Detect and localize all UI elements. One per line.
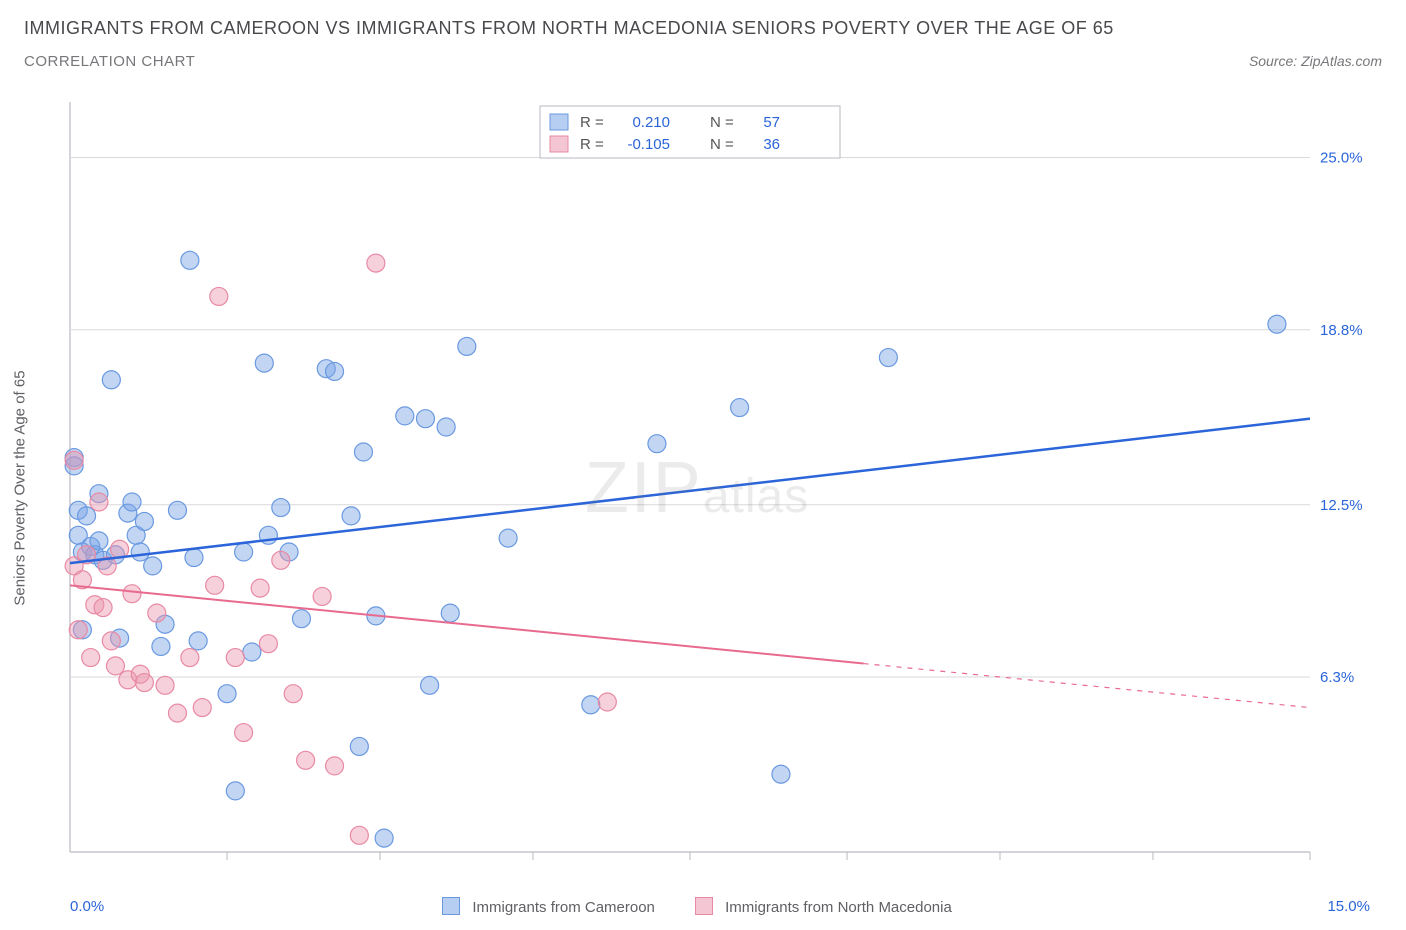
chart-title: IMMIGRANTS FROM CAMEROON VS IMMIGRANTS F… bbox=[24, 18, 1382, 39]
legend-item-macedonia: Immigrants from North Macedonia bbox=[695, 897, 952, 916]
svg-text:36: 36 bbox=[763, 136, 780, 153]
bottom-legend: Immigrants from Cameroon Immigrants from… bbox=[442, 897, 952, 916]
svg-text:N =: N = bbox=[710, 136, 734, 153]
svg-text:-0.105: -0.105 bbox=[627, 136, 670, 153]
svg-text:N =: N = bbox=[710, 114, 734, 131]
svg-text:R =: R = bbox=[580, 114, 604, 131]
svg-text:25.0%: 25.0% bbox=[1320, 150, 1363, 167]
svg-text:R =: R = bbox=[580, 136, 604, 153]
svg-text:12.5%: 12.5% bbox=[1320, 497, 1363, 514]
x-axis-max-label: 15.0% bbox=[1327, 898, 1370, 915]
swatch-icon bbox=[695, 897, 713, 915]
svg-text:0.210: 0.210 bbox=[632, 114, 670, 131]
scatter-chart: 6.3% 12.5% 18.8% 25.0% R = 0.210 N = 57 R = -0.10… bbox=[24, 96, 1370, 880]
chart-subtitle: CORRELATION CHART bbox=[24, 53, 195, 70]
chart-area: Seniors Poverty Over the Age of 65 ZIPat… bbox=[24, 96, 1370, 880]
svg-text:6.3%: 6.3% bbox=[1320, 669, 1354, 686]
svg-text:18.8%: 18.8% bbox=[1320, 322, 1363, 339]
source-attribution: Source: ZipAtlas.com bbox=[1249, 53, 1382, 69]
swatch-icon bbox=[442, 897, 460, 915]
svg-text:57: 57 bbox=[763, 114, 780, 131]
legend-item-cameroon: Immigrants from Cameroon bbox=[442, 897, 655, 916]
y-axis-label: Seniors Poverty Over the Age of 65 bbox=[12, 370, 29, 605]
x-axis-min-label: 0.0% bbox=[70, 898, 104, 915]
